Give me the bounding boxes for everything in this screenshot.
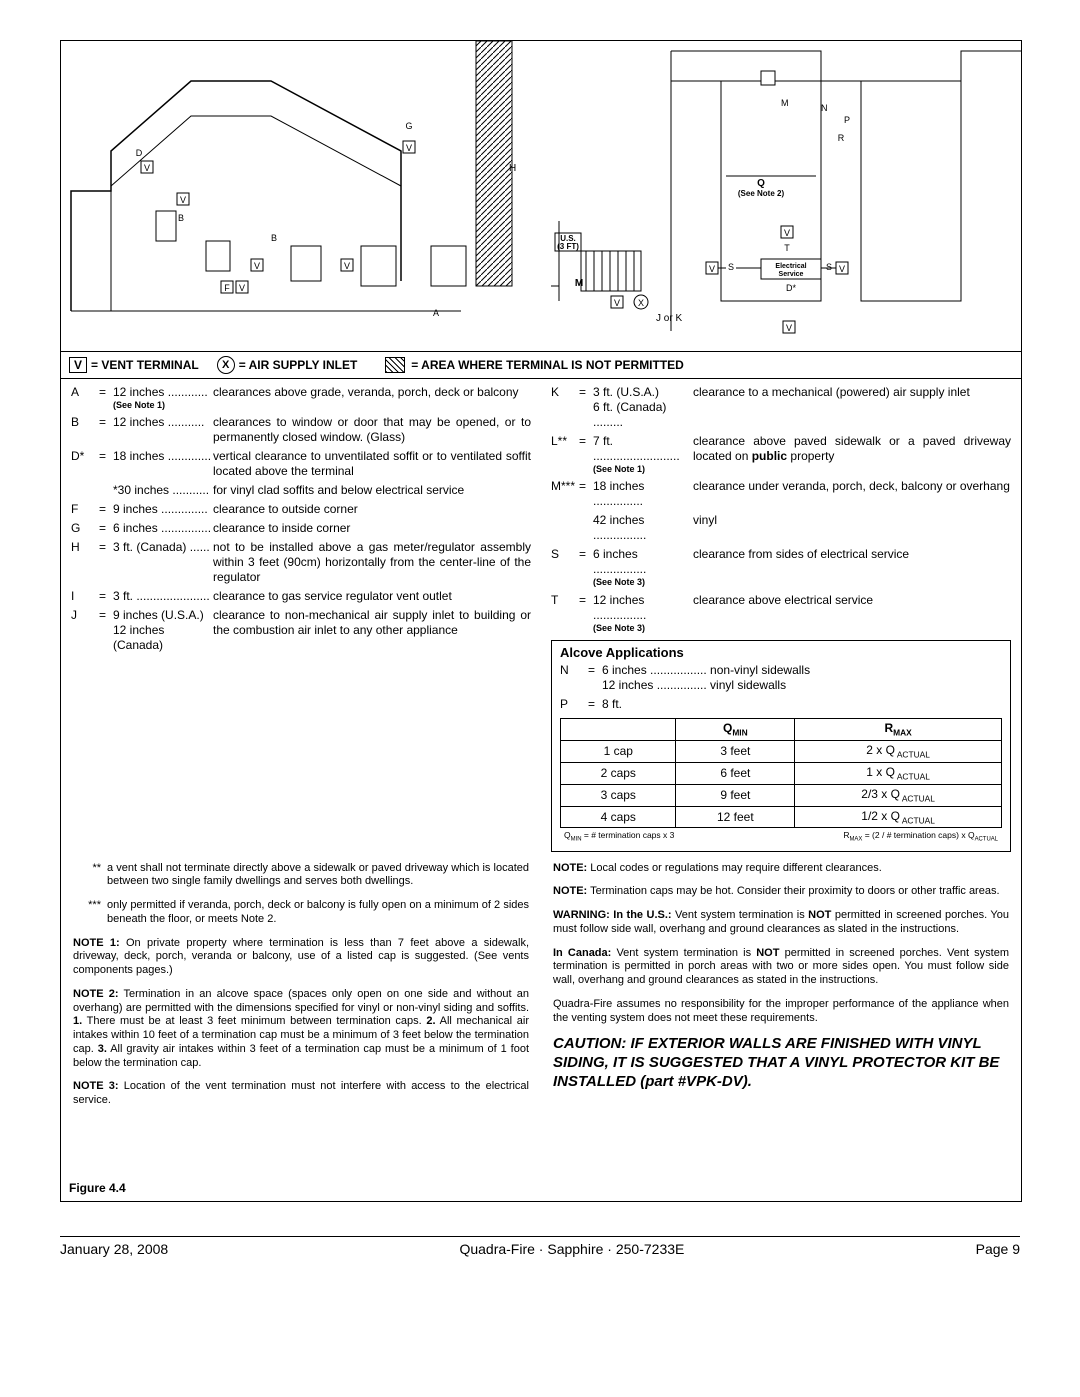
- svg-text:V: V: [406, 143, 412, 153]
- note-para: NOTE: Local codes or regulations may req…: [553, 862, 1009, 876]
- svg-text:J or K: J or K: [656, 313, 682, 324]
- vent-diagram: V V V V V F V D B B G A H: [61, 41, 1021, 352]
- hatch-symbol: [385, 357, 405, 373]
- clearance-row: *30 inches ...........for vinyl clad sof…: [71, 483, 531, 498]
- alcove-box: Alcove ApplicationsN=6 inches ..........…: [551, 640, 1011, 852]
- svg-text:S: S: [826, 262, 832, 272]
- clearance-row: M***=18 inches ...............clearance …: [551, 479, 1011, 509]
- clearance-row: A=12 inches ............(See Note 1)clea…: [71, 385, 531, 411]
- svg-text:Service: Service: [779, 271, 804, 278]
- note-para: NOTE: Termination caps may be hot. Consi…: [553, 885, 1009, 899]
- footnotes-left: **a vent shall not terminate directly ab…: [61, 862, 541, 1118]
- air-symbol: X: [217, 356, 235, 374]
- svg-text:B: B: [178, 213, 184, 223]
- clearance-row: K=3 ft. (U.S.A.)6 ft. (Canada) .........…: [551, 385, 1011, 430]
- svg-text:N: N: [821, 103, 828, 113]
- clearance-row: B=12 inches ...........clearances to win…: [71, 415, 531, 445]
- svg-text:H: H: [509, 163, 516, 174]
- footer-title: Quadra-Fire · Sapphire · 250-7233E: [459, 1241, 684, 1257]
- svg-text:D*: D*: [786, 283, 796, 293]
- legend-row: V = VENT TERMINAL X = AIR SUPPLY INLET =…: [61, 352, 1021, 379]
- footer-date: January 28, 2008: [60, 1241, 168, 1257]
- clearance-row: F=9 inches ..............clearance to ou…: [71, 502, 531, 517]
- svg-text:(3 FT): (3 FT): [557, 242, 579, 251]
- main-frame: V V V V V F V D B B G A H: [60, 40, 1022, 1202]
- svg-text:V: V: [709, 264, 715, 274]
- vent-label: = VENT TERMINAL: [91, 358, 199, 372]
- svg-text:F: F: [224, 283, 230, 293]
- footnote-row: **a vent shall not terminate directly ab…: [73, 862, 529, 890]
- svg-text:S: S: [728, 262, 734, 272]
- clearance-row: H=3 ft. (Canada) ......not to be install…: [71, 540, 531, 585]
- footer-page: Page 9: [976, 1241, 1020, 1257]
- vent-symbol: V: [69, 357, 87, 373]
- figure-label: Figure 4.4: [61, 1181, 126, 1195]
- svg-text:T: T: [784, 243, 790, 253]
- svg-text:G: G: [405, 121, 412, 131]
- svg-text:V: V: [144, 163, 150, 173]
- note-para: WARNING: In the U.S.: Vent system termin…: [553, 909, 1009, 937]
- clearance-row: T=12 inches ................(See Note 3)…: [551, 593, 1011, 634]
- svg-text:Q: Q: [757, 178, 765, 189]
- clearance-row: 42 inches ................vinyl: [551, 513, 1011, 543]
- svg-text:P: P: [844, 115, 850, 125]
- svg-text:R: R: [838, 133, 845, 143]
- svg-text:Electrical: Electrical: [775, 263, 806, 270]
- svg-text:V: V: [180, 195, 186, 205]
- caution-text: CAUTION: IF EXTERIOR WALLS ARE FINISHED …: [553, 1035, 1009, 1091]
- clearance-row: J=9 inches (U.S.A.)12 inches (Canada)cle…: [71, 608, 531, 653]
- note-para: NOTE 3: Location of the vent termination…: [73, 1080, 529, 1108]
- svg-text:V: V: [254, 261, 260, 271]
- svg-text:M: M: [575, 278, 583, 289]
- svg-text:X: X: [638, 298, 644, 308]
- note-para: NOTE 1: On private property where termin…: [73, 937, 529, 978]
- footnotes-right: NOTE: Local codes or regulations may req…: [541, 862, 1021, 1118]
- svg-text:V: V: [239, 283, 245, 293]
- svg-text:A: A: [433, 308, 439, 318]
- svg-text:V: V: [614, 298, 620, 308]
- footnote-row: ***only permitted if veranda, porch, dec…: [73, 899, 529, 927]
- page-footer: January 28, 2008 Quadra-Fire · Sapphire …: [60, 1236, 1020, 1257]
- clearance-row: I=3 ft. ......................clearance …: [71, 589, 531, 604]
- clearance-row: L**=7 ft. ..........................(See…: [551, 434, 1011, 475]
- svg-text:B: B: [271, 233, 277, 243]
- note-para: In Canada: Vent system termination is NO…: [553, 947, 1009, 988]
- svg-text:D: D: [136, 148, 143, 158]
- air-label: = AIR SUPPLY INLET: [239, 358, 358, 372]
- svg-text:(See Note 2): (See Note 2): [738, 189, 785, 198]
- note-para: NOTE 2: Termination in an alcove space (…: [73, 988, 529, 1071]
- alcove-table: QMINRMAX1 cap3 feet2 x Q ACTUAL2 caps6 f…: [560, 718, 1002, 828]
- clearance-row: D*=18 inches .............vertical clear…: [71, 449, 531, 479]
- svg-text:V: V: [784, 228, 790, 238]
- svg-text:M: M: [781, 98, 789, 108]
- note-para: Quadra-Fire assumes no responsibility fo…: [553, 998, 1009, 1026]
- svg-text:V: V: [786, 323, 792, 333]
- svg-text:V: V: [839, 264, 845, 274]
- clearance-row: S=6 inches ................(See Note 3)c…: [551, 547, 1011, 588]
- area-label: = AREA WHERE TERMINAL IS NOT PERMITTED: [411, 358, 684, 372]
- clearances-left: A=12 inches ............(See Note 1)clea…: [61, 379, 541, 852]
- clearances-right: K=3 ft. (U.S.A.)6 ft. (Canada) .........…: [541, 379, 1021, 852]
- svg-text:V: V: [344, 261, 350, 271]
- clearance-row: G=6 inches ...............clearance to i…: [71, 521, 531, 536]
